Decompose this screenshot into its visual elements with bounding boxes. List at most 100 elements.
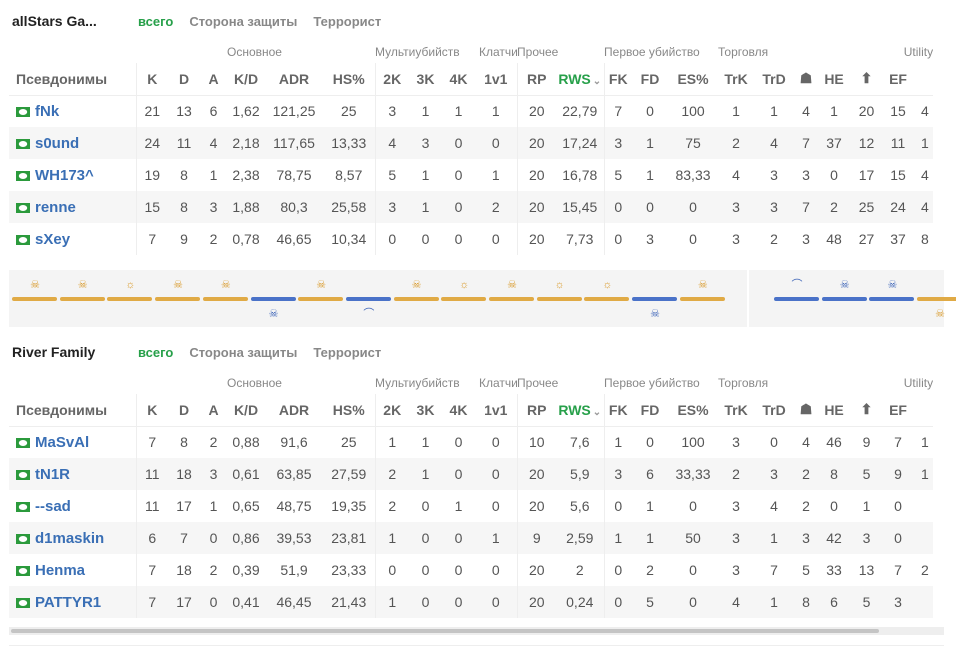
column-header-0[interactable]: Псевдонимы (9, 394, 137, 427)
player-row[interactable]: --sad 11 17 1 0,65 48,75 19,35 2 0 1 0 20 5,6 0 1 0 3 4 2 0… (9, 490, 933, 522)
round-bar[interactable] (869, 297, 915, 301)
column-header-6[interactable]: HS% (323, 63, 376, 96)
column-header-4[interactable]: K/D (227, 63, 265, 96)
player-name[interactable]: PATTYR1 (9, 586, 137, 618)
player-row[interactable]: fNk 21 13 6 1,62 121,25 25 3 1 1 1 20 22,79 7 0 100 1 1 4 1… (9, 95, 933, 127)
round-bar[interactable] (59, 297, 105, 301)
player-name[interactable]: sXey (9, 223, 137, 255)
round-bar[interactable] (632, 297, 678, 301)
column-header-10[interactable]: 1v1 (475, 394, 518, 427)
player-name[interactable]: d1maskin (9, 522, 137, 554)
player-name[interactable]: s0und (9, 127, 137, 159)
column-header-14[interactable]: FD (632, 394, 669, 427)
player-row[interactable]: PATTYR1 7 17 0 0,41 46,45 21,43 1 0 0 0 20 0,24 0 5 0 4 1… (9, 586, 934, 618)
column-header-19[interactable]: HE (818, 394, 851, 427)
player-row[interactable]: s0und 24 11 4 2,18 117,65 13,33 4 3 0 0 20 17,24 3 1 75… (9, 127, 934, 159)
player-row[interactable]: tN1R 11 18 3 0,61 63,85 27,59 2 1 0 0 20 5,9 3 6 33,33 2… (9, 458, 934, 490)
round-bar[interactable] (584, 297, 630, 301)
player-row[interactable]: MaSvAl 7 8 2 0,88 91,6 25 1 1 0 0 10 7,6 1 0 100 3 0 4 46 9 7… (9, 426, 933, 458)
column-header-1[interactable]: K (136, 63, 168, 96)
player-nickname[interactable]: sXey (35, 230, 71, 248)
column-header-10[interactable]: 1v1 (475, 63, 518, 96)
tab-t-side[interactable]: Террорист (313, 344, 382, 360)
round-bar[interactable] (917, 297, 956, 301)
column-header-1[interactable]: K (136, 394, 168, 427)
player-row[interactable]: renne 15 8 3 1,88 80,3 25,58 3 1 0 2 20 15,45 0 0 0 3 3 7 2… (9, 191, 934, 223)
player-nickname[interactable]: --sad (35, 497, 71, 515)
player-name[interactable]: --sad (9, 490, 137, 522)
player-name[interactable]: WH173^ (9, 159, 137, 191)
round-bar[interactable] (679, 297, 725, 301)
round-bar[interactable] (774, 297, 819, 301)
column-header-0[interactable]: Псевдонимы (9, 63, 137, 96)
player-nickname[interactable]: WH173^ (35, 166, 94, 184)
column-header-13[interactable]: FK (604, 394, 633, 427)
column-header-5[interactable]: ADR (265, 63, 323, 96)
player-row[interactable]: WH173^ 19 8 1 2,38 78,75 8,57 5 1 0 1 20 16,78 5 1 83,3… (9, 159, 933, 191)
scrollbar-thumb[interactable] (11, 629, 879, 633)
column-header-12[interactable]: RWS ⌄ (556, 394, 605, 427)
round-bar[interactable] (202, 297, 248, 301)
round-bar[interactable] (489, 297, 534, 301)
player-name[interactable]: renne (9, 191, 137, 223)
column-header-18[interactable]: ☗ (794, 394, 819, 427)
player-nickname[interactable]: PATTYR1 (35, 593, 102, 611)
column-header-11[interactable]: RP (517, 63, 557, 96)
column-header-2[interactable]: D (168, 394, 200, 427)
column-header-7[interactable]: 2K (375, 394, 409, 427)
player-nickname[interactable]: s0und (35, 134, 80, 152)
round-bar[interactable] (155, 297, 201, 301)
column-header-7[interactable]: 2K (375, 63, 409, 96)
column-header-16[interactable]: TrK (718, 63, 755, 96)
player-nickname[interactable]: d1maskin (35, 529, 105, 547)
round-bar[interactable] (536, 297, 582, 301)
column-header-5[interactable]: ADR (265, 394, 323, 427)
column-header-21[interactable]: EF (883, 394, 914, 427)
player-name[interactable]: MaSvAl (9, 426, 137, 458)
round-bar[interactable] (107, 297, 153, 301)
column-header-18[interactable]: ☗ (794, 63, 819, 96)
player-nickname[interactable]: renne (35, 198, 76, 216)
player-row[interactable]: Henma 7 18 2 0,39 51,9 23,33 0 0 0 0 20 2 0 2 0 3 7 5 33 13 7… (9, 554, 933, 586)
column-header-15[interactable]: ES% (668, 63, 719, 96)
column-header-19[interactable]: HE (818, 63, 851, 96)
player-name[interactable]: Henma (9, 554, 137, 586)
player-name[interactable]: tN1R (9, 458, 137, 490)
column-header-11[interactable]: RP (517, 394, 557, 427)
round-bar[interactable] (298, 297, 344, 301)
column-header-2[interactable]: D (168, 63, 200, 96)
horizontal-scrollbar[interactable] (9, 627, 944, 635)
player-row[interactable]: d1maskin 6 7 0 0,86 39,53 23,81 1 0 0 1 9 2,59 1 1 50 3 1… (9, 522, 934, 554)
column-header-17[interactable]: TrD (754, 394, 795, 427)
round-bar[interactable] (393, 297, 439, 301)
tab-all[interactable]: всего (138, 13, 174, 29)
column-header-20[interactable]: ⬆ (850, 394, 884, 427)
tab-t-side[interactable]: Террорист (313, 13, 382, 29)
column-header-6[interactable]: HS% (323, 394, 376, 427)
sort-arrow-icon[interactable]: ⌄ (592, 406, 602, 418)
player-nickname[interactable]: fNk (35, 102, 60, 120)
column-header-8[interactable]: 3K (409, 394, 442, 427)
round-bar[interactable] (821, 297, 867, 301)
column-header-16[interactable]: TrK (718, 394, 755, 427)
player-nickname[interactable]: Henma (35, 561, 86, 579)
column-header-9[interactable]: 4K (442, 394, 476, 427)
column-header-4[interactable]: K/D (227, 394, 265, 427)
player-name[interactable]: fNk (9, 95, 137, 127)
player-row[interactable]: sXey 7 9 2 0,78 46,65 10,34 0 0 0 0 20 7,73 0 3 0 3 2 3 48 2… (9, 223, 933, 255)
round-bar[interactable] (250, 297, 296, 301)
column-header-13[interactable]: FK (604, 63, 633, 96)
column-header-3[interactable]: A (200, 394, 227, 427)
column-header-20[interactable]: ⬆ (850, 63, 884, 96)
column-header-17[interactable]: TrD (754, 63, 795, 96)
player-nickname[interactable]: MaSvAl (35, 433, 90, 451)
column-header-14[interactable]: FD (632, 63, 669, 96)
sort-arrow-icon[interactable]: ⌄ (592, 75, 602, 87)
player-nickname[interactable]: tN1R (35, 465, 71, 483)
round-bar[interactable] (345, 297, 391, 301)
column-header-8[interactable]: 3K (409, 63, 442, 96)
column-header-9[interactable]: 4K (442, 63, 476, 96)
round-bar[interactable] (441, 297, 487, 301)
column-header-12[interactable]: RWS ⌄ (556, 63, 605, 96)
tab-ct-side[interactable]: Сторона защиты (189, 13, 298, 29)
